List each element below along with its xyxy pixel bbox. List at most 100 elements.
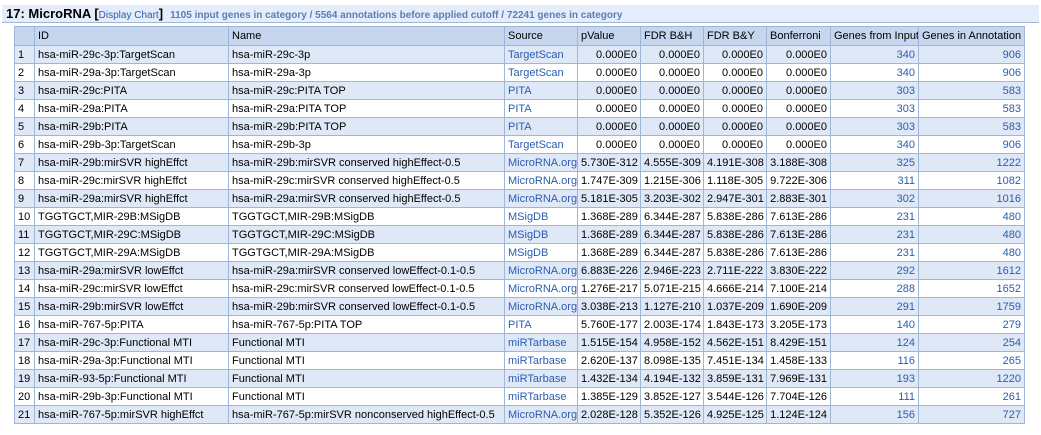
row-genes-from-input[interactable]: 116: [830, 351, 919, 370]
row-genes-in-annotation[interactable]: 583: [918, 81, 1025, 100]
row-fdr-by: 3.859E-131: [703, 369, 767, 388]
table-row[interactable]: 10 TGGTGCT,MIR-29B:MSigDB TGGTGCT,MIR-29B:…: [14, 207, 1025, 226]
row-source[interactable]: miRTarbase: [504, 387, 578, 406]
row-genes-from-input[interactable]: 193: [830, 369, 919, 388]
row-genes-in-annotation[interactable]: 1652: [918, 279, 1025, 298]
table-row[interactable]: 5 hsa-miR-29b:PITA hsa-miR-29b:PITA TOP PIT…: [14, 117, 1025, 136]
table-row[interactable]: 3 hsa-miR-29c:PITA hsa-miR-29c:PITA TOP PIT…: [14, 81, 1025, 100]
row-index: 5: [14, 117, 35, 136]
row-source[interactable]: PITA: [504, 99, 578, 118]
row-source[interactable]: MicroRNA.org: [504, 171, 578, 190]
row-genes-in-annotation[interactable]: 480: [918, 207, 1025, 226]
col-header-genes-in-annotation[interactable]: Genes in Annotation: [918, 26, 1025, 46]
results-table-container[interactable]: ID Name Source pValue FDR B&H FDR B&Y Bo…: [14, 26, 1025, 435]
row-source[interactable]: MSigDB: [504, 207, 578, 226]
row-genes-from-input[interactable]: 111: [830, 387, 919, 406]
row-source[interactable]: MicroRNA.org: [504, 405, 578, 424]
col-header-id[interactable]: ID: [34, 26, 229, 46]
row-genes-from-input[interactable]: 303: [830, 117, 919, 136]
row-genes-from-input[interactable]: 231: [830, 207, 919, 226]
row-genes-in-annotation[interactable]: 906: [918, 45, 1025, 64]
row-genes-in-annotation[interactable]: 261: [918, 387, 1025, 406]
row-source[interactable]: miRTarbase: [504, 351, 578, 370]
row-fdr-by: 0.000E0: [703, 45, 767, 64]
row-genes-from-input[interactable]: 340: [830, 135, 919, 154]
row-genes-from-input[interactable]: 292: [830, 261, 919, 280]
row-genes-from-input[interactable]: 340: [830, 45, 919, 64]
row-genes-from-input[interactable]: 303: [830, 99, 919, 118]
col-header-bonferroni[interactable]: Bonferroni: [766, 26, 831, 46]
row-source[interactable]: MicroRNA.org: [504, 261, 578, 280]
row-genes-from-input[interactable]: 303: [830, 81, 919, 100]
row-fdr-bh: 5.071E-215: [640, 279, 704, 298]
table-row[interactable]: 7 hsa-miR-29b:mirSVR highEffct hsa-miR-29b…: [14, 153, 1025, 172]
table-row[interactable]: 2 hsa-miR-29a-3p:TargetScan hsa-miR-29a-3p…: [14, 63, 1025, 82]
table-row[interactable]: 20 hsa-miR-29b-3p:Functional MTI Functiona…: [14, 387, 1025, 406]
row-source[interactable]: MSigDB: [504, 225, 578, 244]
table-row[interactable]: 17 hsa-miR-29c-3p:Functional MTI Functiona…: [14, 333, 1025, 352]
row-source[interactable]: PITA: [504, 117, 578, 136]
table-row[interactable]: 18 hsa-miR-29a-3p:Functional MTI Functiona…: [14, 351, 1025, 370]
row-genes-from-input[interactable]: 156: [830, 405, 919, 424]
row-genes-in-annotation[interactable]: 1220: [918, 369, 1025, 388]
row-genes-in-annotation[interactable]: 1759: [918, 297, 1025, 316]
row-source[interactable]: MicroRNA.org: [504, 297, 578, 316]
row-genes-in-annotation[interactable]: 583: [918, 99, 1025, 118]
table-row[interactable]: 9 hsa-miR-29a:mirSVR highEffct hsa-miR-29a…: [14, 189, 1025, 208]
col-header-fdr-bh[interactable]: FDR B&H: [640, 26, 704, 46]
row-genes-in-annotation[interactable]: 254: [918, 333, 1025, 352]
row-genes-in-annotation[interactable]: 279: [918, 315, 1025, 334]
table-row[interactable]: 21 hsa-miR-767-5p:mirSVR highEffct hsa-miR…: [14, 405, 1025, 424]
row-source[interactable]: MicroRNA.org: [504, 279, 578, 298]
row-source[interactable]: PITA: [504, 81, 578, 100]
table-row[interactable]: 15 hsa-miR-29b:mirSVR lowEffct hsa-miR-29b…: [14, 297, 1025, 316]
col-header-source[interactable]: Source: [504, 26, 578, 46]
col-header-index[interactable]: [14, 26, 35, 46]
row-genes-from-input[interactable]: 325: [830, 153, 919, 172]
table-row[interactable]: 13 hsa-miR-29a:mirSVR lowEffct hsa-miR-29a…: [14, 261, 1025, 280]
row-source[interactable]: MSigDB: [504, 243, 578, 262]
row-genes-in-annotation[interactable]: 480: [918, 225, 1025, 244]
row-source[interactable]: TargetScan: [504, 45, 578, 64]
row-genes-in-annotation[interactable]: 1082: [918, 171, 1025, 190]
row-source[interactable]: PITA: [504, 315, 578, 334]
row-genes-from-input[interactable]: 340: [830, 63, 919, 82]
row-genes-from-input[interactable]: 124: [830, 333, 919, 352]
row-genes-in-annotation[interactable]: 906: [918, 63, 1025, 82]
table-row[interactable]: 6 hsa-miR-29b-3p:TargetScan hsa-miR-29b-3p…: [14, 135, 1025, 154]
row-genes-in-annotation[interactable]: 906: [918, 135, 1025, 154]
display-chart-link[interactable]: Display Chart: [98, 10, 159, 21]
table-row[interactable]: 14 hsa-miR-29c:mirSVR lowEffct hsa-miR-29c…: [14, 279, 1025, 298]
row-genes-from-input[interactable]: 231: [830, 243, 919, 262]
row-genes-from-input[interactable]: 311: [830, 171, 919, 190]
table-row[interactable]: 4 hsa-miR-29a:PITA hsa-miR-29a:PITA TOP PIT…: [14, 99, 1025, 118]
row-source[interactable]: MicroRNA.org: [504, 189, 578, 208]
row-genes-in-annotation[interactable]: 1016: [918, 189, 1025, 208]
row-genes-from-input[interactable]: 302: [830, 189, 919, 208]
table-row[interactable]: 19 hsa-miR-93-5p:Functional MTI Functional…: [14, 369, 1025, 388]
table-row[interactable]: 8 hsa-miR-29c:mirSVR highEffct hsa-miR-29c…: [14, 171, 1025, 190]
row-genes-in-annotation[interactable]: 583: [918, 117, 1025, 136]
row-genes-in-annotation[interactable]: 265: [918, 351, 1025, 370]
table-row[interactable]: 16 hsa-miR-767-5p:PITA hsa-miR-767-5p:PITA…: [14, 315, 1025, 334]
row-source[interactable]: TargetScan: [504, 135, 578, 154]
row-genes-from-input[interactable]: 291: [830, 297, 919, 316]
row-source[interactable]: TargetScan: [504, 63, 578, 82]
table-row[interactable]: 12 TGGTGCT,MIR-29A:MSigDB TGGTGCT,MIR-29A:…: [14, 243, 1025, 262]
col-header-pvalue[interactable]: pValue: [577, 26, 641, 46]
row-genes-in-annotation[interactable]: 727: [918, 405, 1025, 424]
col-header-genes-from-input[interactable]: Genes from Input: [830, 26, 919, 46]
row-genes-from-input[interactable]: 231: [830, 225, 919, 244]
row-source[interactable]: miRTarbase: [504, 333, 578, 352]
table-row[interactable]: 11 TGGTGCT,MIR-29C:MSigDB TGGTGCT,MIR-29C:…: [14, 225, 1025, 244]
row-source[interactable]: miRTarbase: [504, 369, 578, 388]
row-genes-in-annotation[interactable]: 480: [918, 243, 1025, 262]
row-genes-in-annotation[interactable]: 1612: [918, 261, 1025, 280]
col-header-fdr-by[interactable]: FDR B&Y: [703, 26, 767, 46]
row-genes-in-annotation[interactable]: 1222: [918, 153, 1025, 172]
col-header-name[interactable]: Name: [228, 26, 505, 46]
row-source[interactable]: MicroRNA.org: [504, 153, 578, 172]
table-row[interactable]: 1 hsa-miR-29c-3p:TargetScan hsa-miR-29c-3p…: [14, 45, 1025, 64]
row-genes-from-input[interactable]: 140: [830, 315, 919, 334]
row-genes-from-input[interactable]: 288: [830, 279, 919, 298]
